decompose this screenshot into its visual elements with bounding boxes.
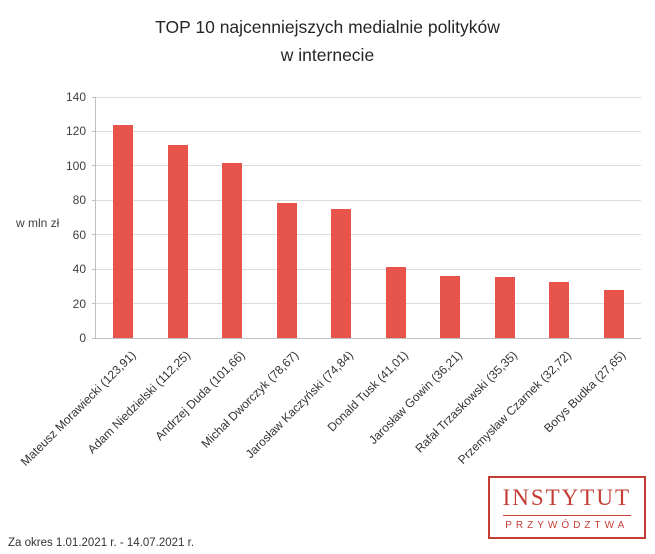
x-category-label: Andrzej Duda (101,66) xyxy=(151,348,248,444)
y-tick-mark xyxy=(92,303,96,305)
chart-title-line1: TOP 10 najcenniejszych medialnie polityk… xyxy=(155,17,500,37)
x-category-label: Jarosław Gowin (36,21) xyxy=(366,348,466,448)
logo-subtitle: PRZYWÓDZTWA xyxy=(505,520,629,531)
y-tick-label: 20 xyxy=(72,296,86,311)
period-note: Za okres 1.01.2021 r. - 14.07.2021 r. xyxy=(8,537,195,549)
y-tick-label: 140 xyxy=(65,90,86,104)
bar xyxy=(494,277,515,338)
y-tick-label: 60 xyxy=(72,227,86,242)
y-tick-label: 100 xyxy=(65,158,86,173)
y-tick-mark xyxy=(92,337,96,339)
bar xyxy=(549,281,570,338)
plot-area: 0 20 40 60 80 100 120 140 Mateusz Morawiecki (12… xyxy=(17,90,641,469)
gridline xyxy=(96,268,641,270)
gridline xyxy=(96,165,641,167)
chart-title-line2: w internecie xyxy=(280,45,375,65)
bar xyxy=(603,290,624,338)
y-tick-mark xyxy=(92,234,96,236)
gridline xyxy=(96,96,641,98)
gridline xyxy=(96,199,641,201)
x-category-label: Rafał Trzaskowski (35,35) xyxy=(412,348,520,456)
x-category-label: Michał Dworczyk (78,67) xyxy=(198,348,302,451)
bar xyxy=(222,163,243,338)
x-category-label: Jarosław Kaczyński (74,84) xyxy=(242,348,357,462)
bar xyxy=(276,202,297,338)
bar xyxy=(385,267,406,338)
bar xyxy=(440,275,461,338)
y-tick-mark xyxy=(92,268,96,270)
y-tick-label: 120 xyxy=(65,124,86,139)
y-tick-mark xyxy=(92,130,96,132)
logo-divider xyxy=(502,515,631,516)
y-tick-label: 80 xyxy=(72,193,86,208)
y-axis-label: w mln zł xyxy=(16,216,60,230)
y-tick-label: 40 xyxy=(72,262,86,277)
bar xyxy=(113,124,134,338)
x-category-label: Mateusz Morawiecki (123,91) xyxy=(17,348,139,469)
y-tick-mark xyxy=(92,96,96,98)
gridline xyxy=(96,234,641,236)
y-tick-mark xyxy=(92,165,96,167)
bar xyxy=(167,144,188,338)
bar xyxy=(331,209,352,338)
gridline xyxy=(96,130,641,132)
gridline xyxy=(96,303,641,305)
y-tick-mark xyxy=(92,199,96,201)
x-category-label: Adam Niedzielski (112,25) xyxy=(84,348,193,457)
chart-title: TOP 10 najcenniejszych medialnie polityk… xyxy=(0,13,655,69)
logo-instytut-przywodztwa: INSTYTUT PRZYWÓDZTWA xyxy=(487,476,646,539)
x-category-label: Przemysław Czarnek (32,72) xyxy=(455,348,575,467)
logo-title: INSTYTUT xyxy=(502,485,631,510)
y-tick-label: 0 xyxy=(79,331,86,345)
